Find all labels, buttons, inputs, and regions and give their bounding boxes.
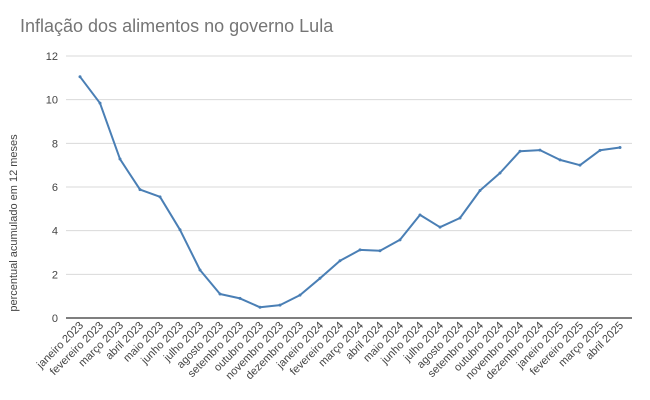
- data-point: [558, 158, 562, 162]
- data-point: [418, 213, 422, 217]
- data-point: [358, 248, 362, 252]
- y-tick-label: 8: [52, 138, 58, 150]
- data-point: [278, 303, 282, 307]
- y-tick-label: 2: [52, 269, 58, 281]
- data-point: [618, 145, 622, 149]
- data-point: [98, 101, 102, 105]
- data-point: [158, 195, 162, 199]
- data-point: [118, 157, 122, 161]
- data-point: [78, 75, 82, 79]
- series-layer: [78, 75, 622, 309]
- series-line: [79, 76, 621, 309]
- data-point: [518, 149, 522, 153]
- y-axis-label: percentual acumulado em 12 meses: [8, 134, 20, 312]
- data-point: [538, 148, 542, 152]
- y-tick-label: 12: [46, 51, 58, 63]
- data-point: [478, 188, 482, 192]
- y-axis-ticks: 0 2 4 6 8 10 12: [46, 51, 58, 325]
- y-tick-label: 0: [52, 313, 58, 325]
- data-point: [298, 293, 302, 297]
- data-point: [398, 238, 402, 242]
- data-point: [318, 276, 322, 280]
- data-point: [138, 188, 142, 192]
- y-tick-label: 6: [52, 182, 58, 194]
- data-point: [498, 171, 502, 175]
- data-point: [598, 148, 602, 152]
- data-point: [438, 225, 442, 229]
- data-point: [578, 163, 582, 167]
- data-point: [258, 305, 262, 309]
- data-point: [238, 296, 242, 300]
- y-tick-label: 10: [46, 95, 58, 107]
- data-point: [378, 249, 382, 253]
- y-tick-label: 4: [52, 226, 58, 238]
- data-point: [198, 268, 202, 272]
- data-point: [338, 259, 342, 263]
- data-point: [178, 228, 182, 232]
- gridlines: [66, 55, 632, 319]
- chart-title: Inflação dos alimentos no governo Lula: [20, 16, 334, 36]
- data-point: [218, 292, 222, 296]
- data-point: [458, 216, 462, 220]
